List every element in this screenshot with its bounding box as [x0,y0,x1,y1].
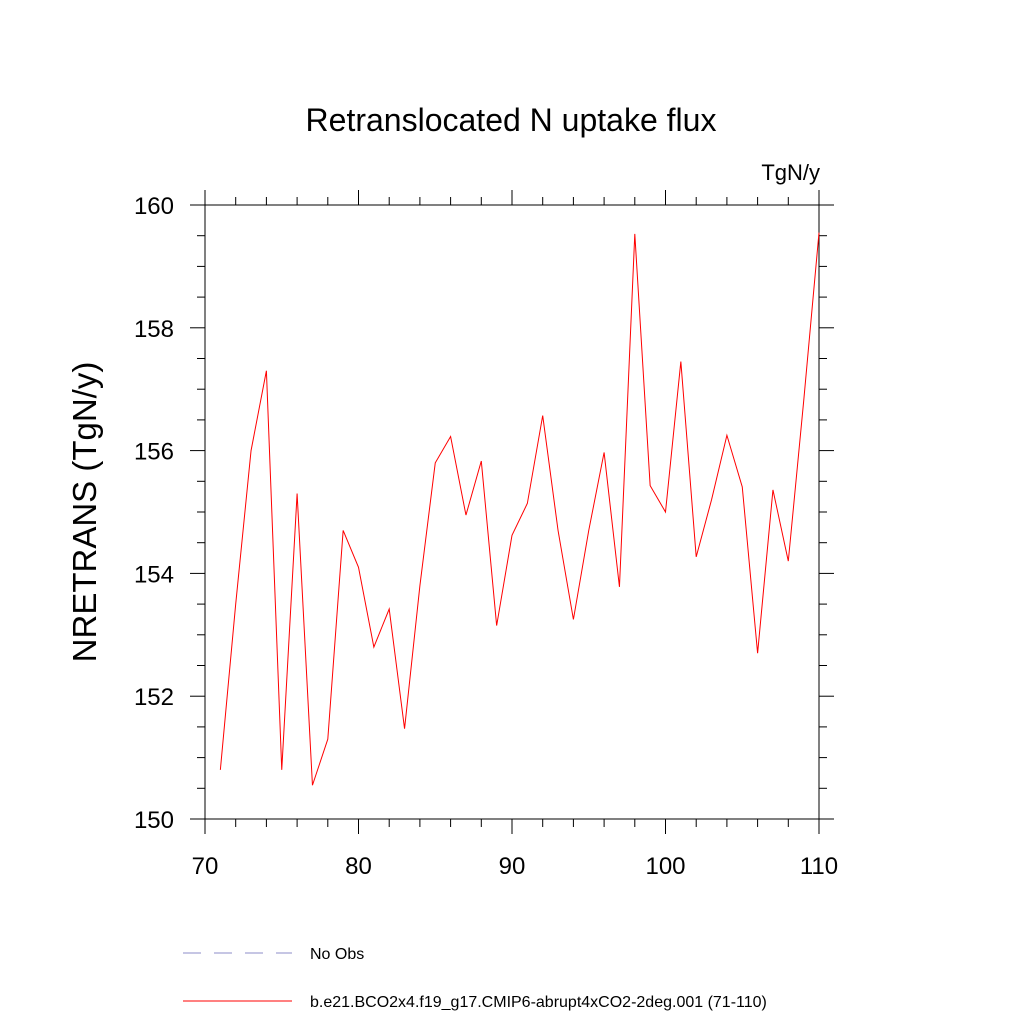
x-tick-label: 80 [345,853,372,880]
y-axis-label: NRETRANS (TgN/y) [66,362,103,663]
y-tick-label: 152 [134,684,174,711]
series-line [219,232,820,786]
y-tick-label: 160 [134,193,174,220]
x-tick-label: 110 [800,853,838,880]
x-tick-label: 100 [645,853,685,880]
plot-frame [204,204,820,820]
y-tick-label: 154 [134,561,174,588]
y-tick-label: 156 [134,439,174,466]
axis-ticks [190,190,834,834]
legend-label: b.e21.BCO2x4.f19_g17.CMIP6-abrupt4xCO2-2… [310,994,767,1011]
y-tick-label: 150 [134,807,174,834]
units-label: TgN/y [761,160,820,185]
chart-title: Retranslocated N uptake flux [306,102,717,138]
tick-labels: 70 80 90 100 110 150 152 154 156 158 160 [134,193,838,880]
x-tick-label: 70 [192,853,219,880]
x-tick-label: 90 [499,853,526,880]
y-tick-label: 158 [134,316,174,343]
series-layer [219,232,820,786]
legend: No Obs b.e21.BCO2x4.f19_g17.CMIP6-abrupt4… [183,946,767,1011]
legend-label: No Obs [310,946,364,963]
